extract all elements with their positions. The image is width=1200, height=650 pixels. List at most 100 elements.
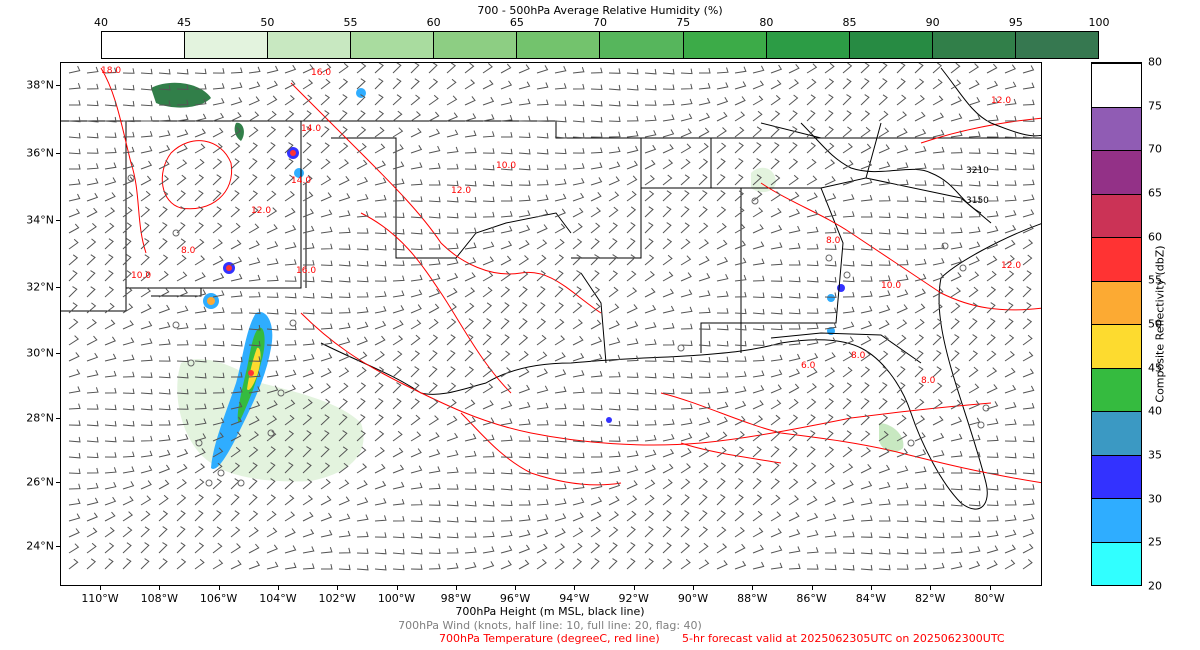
wind-barb (932, 228, 945, 234)
wind-barb (158, 206, 168, 218)
wind-barb (176, 339, 189, 346)
wind-barb (608, 404, 621, 411)
wind-barb (536, 559, 547, 570)
wind-barb (680, 447, 692, 458)
wind-barb (950, 212, 963, 218)
wind-barb (302, 399, 313, 410)
wind-barb (824, 292, 837, 298)
wind-barb (968, 383, 980, 394)
wind-barb (680, 463, 691, 474)
wind-barb (266, 446, 276, 458)
rh-shading (151, 82, 904, 482)
wind-barb (374, 515, 387, 522)
wind-barb (338, 513, 351, 522)
wind-barb (122, 436, 135, 442)
wind-barb (932, 196, 945, 203)
wind-barb (716, 67, 729, 74)
wind-barb (950, 516, 963, 523)
wind-barb (248, 371, 261, 378)
wind-barb (482, 271, 494, 282)
wind-barb (572, 452, 585, 459)
wind-barb (572, 404, 585, 410)
wind-barb (446, 484, 459, 490)
contour-label: 12.0 (1001, 261, 1021, 271)
wind-barb (680, 272, 692, 282)
wind-barb (968, 318, 978, 330)
wind-barb (554, 286, 564, 298)
wind-barb (104, 481, 117, 490)
wind-barb (824, 227, 837, 234)
wind-barb (860, 414, 870, 426)
wind-barb (662, 271, 674, 282)
wind-barb (410, 499, 423, 506)
wind-barb (698, 559, 710, 570)
wind-barb (950, 302, 961, 314)
wind-barb (590, 436, 603, 443)
wind-barb (752, 308, 765, 315)
wind-barb (284, 446, 294, 458)
wind-barb (1022, 99, 1035, 106)
wind-barb (770, 446, 780, 458)
wind-barb (608, 337, 621, 346)
wind-barb (662, 479, 673, 490)
wind-barb (104, 420, 117, 427)
wind-barb (554, 318, 565, 330)
wind-barb (680, 558, 691, 570)
wind-barb (374, 94, 384, 106)
wind-barb (338, 322, 351, 330)
wind-barb (950, 96, 962, 106)
wind-barb (392, 63, 402, 74)
wind-barb (392, 481, 405, 490)
wind-barb (788, 63, 800, 74)
wind-barb (752, 494, 763, 506)
wind-barb (788, 292, 801, 299)
wind-barb (500, 334, 510, 346)
wind-barb (752, 142, 762, 154)
rh-tick-label: 70 (593, 16, 607, 29)
wind-barb (302, 324, 315, 330)
wind-barb (302, 368, 315, 378)
wind-barb (482, 302, 493, 314)
wind-barb (752, 275, 765, 282)
wind-barb (590, 67, 603, 74)
wind-barb (428, 63, 438, 74)
wind-barb (770, 64, 783, 74)
wind-barb (176, 542, 186, 554)
wind-barb (68, 483, 81, 490)
wind-barb (176, 463, 188, 474)
longitude-label: 110°W (81, 592, 119, 605)
wind-barb (1022, 452, 1035, 459)
wind-barb (68, 528, 80, 538)
wind-barb (896, 94, 907, 106)
wind-barb (644, 419, 657, 426)
wind-barb (644, 190, 655, 202)
wind-barb (770, 158, 780, 170)
wind-barb (752, 174, 762, 186)
wind-barb (662, 339, 675, 346)
wind-barb (626, 304, 638, 314)
height-contours (800, 67, 1041, 214)
wind-barb (248, 324, 261, 331)
wind-barb (824, 414, 834, 426)
wind-barb (968, 350, 979, 362)
wind-barb (446, 382, 457, 394)
wind-barb (914, 243, 927, 250)
wind-barb (248, 386, 261, 394)
wind-barb (86, 254, 96, 266)
wind-barb (194, 113, 207, 122)
reflectivity-colorbar-segment (1092, 411, 1141, 455)
wind-barb (896, 212, 909, 219)
wind-barb (572, 223, 583, 234)
wind-barb (608, 303, 620, 314)
wind-barb (644, 526, 654, 538)
wind-barb (266, 478, 276, 490)
wind-barb (788, 383, 800, 394)
wind-barb (122, 354, 135, 362)
wind-barb (626, 100, 639, 107)
wind-barb (140, 404, 153, 411)
wind-barb (878, 260, 891, 266)
wind-barb (752, 126, 763, 138)
wind-barb (626, 495, 638, 506)
wind-barb (914, 382, 924, 394)
wind-barb (68, 513, 81, 522)
